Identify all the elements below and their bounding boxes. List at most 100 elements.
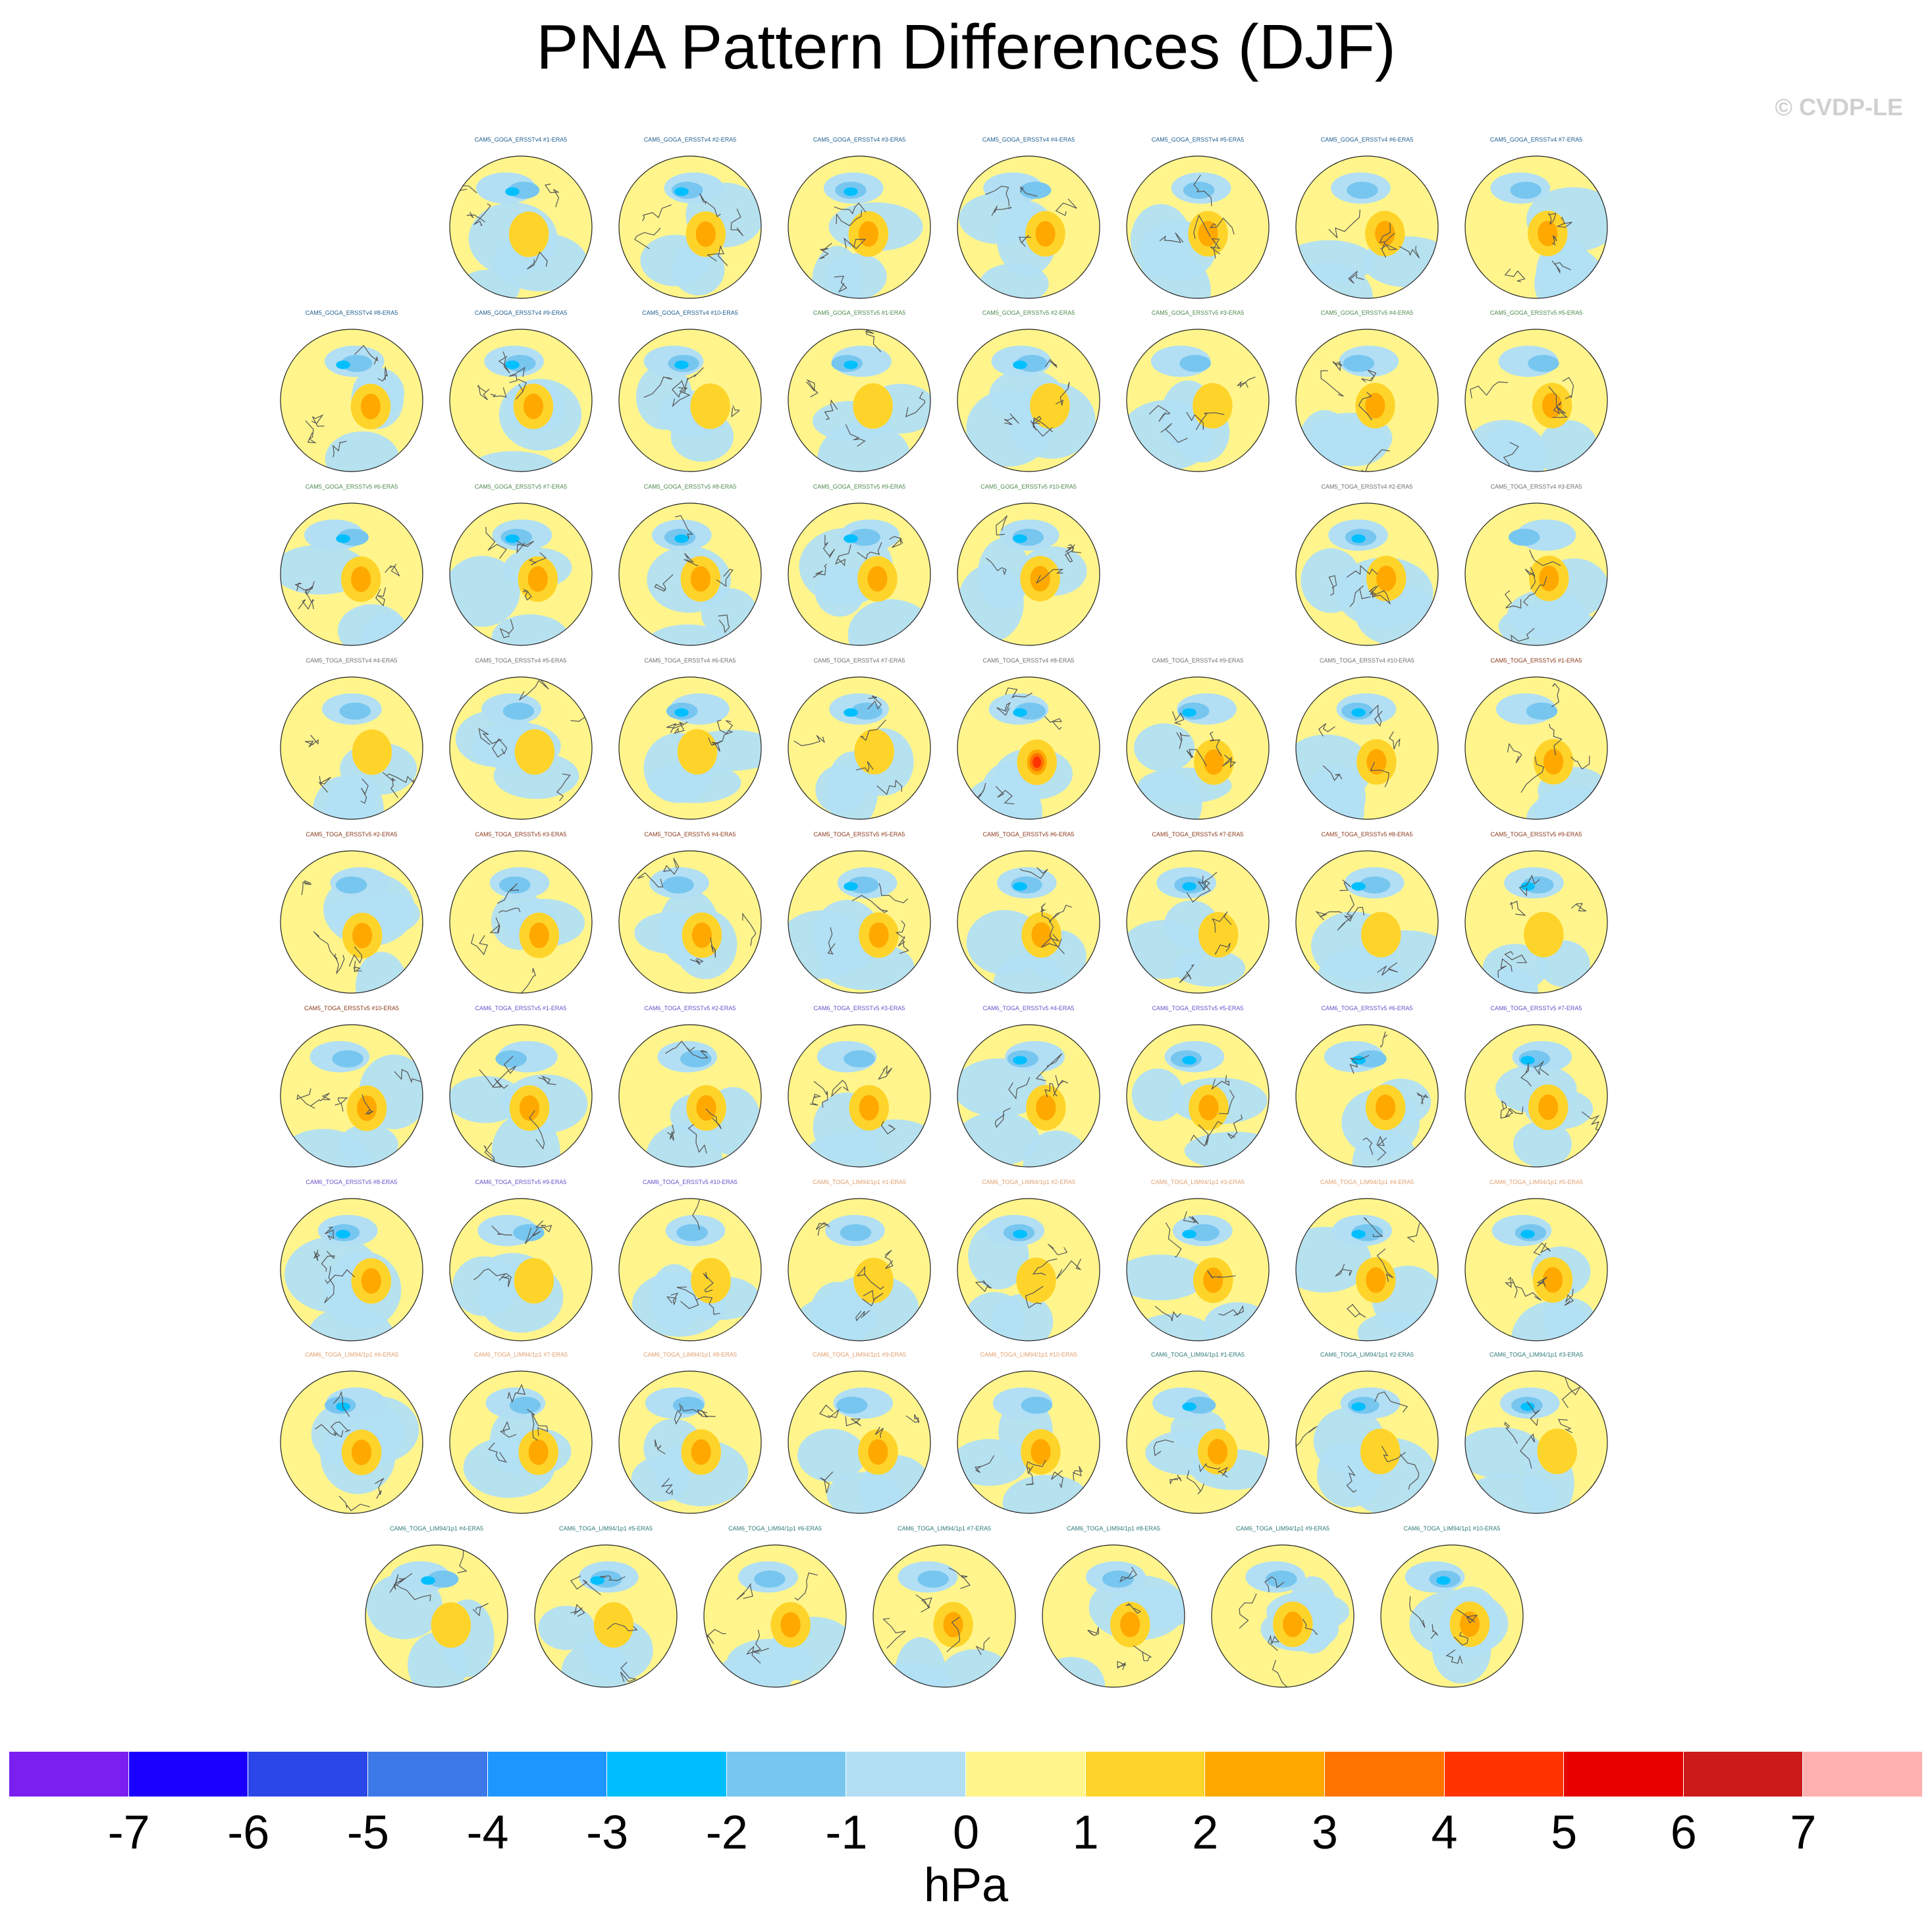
negative-anomaly-core bbox=[1013, 534, 1027, 543]
colorbar-swatch bbox=[1683, 1752, 1804, 1797]
negative-anomaly-core bbox=[336, 360, 350, 369]
panel-border bbox=[618, 1198, 762, 1341]
page-title: PNA Pattern Differences (DJF) bbox=[536, 12, 1396, 82]
negative-anomaly-core bbox=[1343, 354, 1375, 372]
panel-border bbox=[449, 329, 593, 472]
coastlines bbox=[986, 515, 1081, 584]
panel-border bbox=[618, 850, 762, 994]
panel-map bbox=[449, 676, 593, 820]
panel-border bbox=[788, 155, 931, 299]
negative-anomaly-region bbox=[817, 422, 911, 472]
positive-anomaly-core bbox=[528, 1439, 549, 1465]
negative-anomaly-core bbox=[1182, 1056, 1196, 1065]
panel-title: CAM6_TOGA_ERSSTv5 #7-ERA5 bbox=[1490, 1005, 1582, 1012]
panel-border bbox=[1380, 1544, 1524, 1688]
negative-anomaly-core bbox=[421, 1576, 435, 1585]
panel-map bbox=[280, 850, 423, 994]
coastlines bbox=[1328, 209, 1420, 284]
panel-title: CAM5_TOGA_ERSSTv5 #2-ERA5 bbox=[306, 831, 398, 838]
panel-border bbox=[280, 850, 423, 994]
panel-border bbox=[618, 502, 762, 646]
panel-title: CAM6_TOGA_LIM94/1p1 #5-ERA5 bbox=[559, 1525, 653, 1532]
positive-anomaly-core bbox=[943, 1611, 963, 1638]
colorbar-tick-label: 3 bbox=[1311, 1806, 1338, 1859]
panel-border bbox=[788, 329, 931, 472]
positive-anomaly-core bbox=[691, 922, 712, 948]
panel-border bbox=[1042, 1544, 1185, 1688]
colorbar bbox=[9, 1752, 1923, 1797]
panel-title: CAM5_GOGA_ERSSTv4 #9-ERA5 bbox=[474, 310, 568, 316]
negative-anomaly-core bbox=[844, 708, 858, 717]
panel-border bbox=[280, 1024, 423, 1168]
colorbar-tick-label: 4 bbox=[1431, 1806, 1458, 1859]
panel-map bbox=[1126, 329, 1270, 472]
negative-anomaly-core bbox=[674, 360, 689, 369]
panel-border bbox=[1295, 1370, 1439, 1514]
negative-anomaly-core bbox=[840, 1224, 872, 1241]
panel-border bbox=[1464, 155, 1608, 299]
positive-anomaly-region bbox=[431, 1602, 471, 1648]
coastlines bbox=[793, 695, 902, 796]
negative-anomaly-region bbox=[645, 1123, 722, 1167]
negative-anomaly-region bbox=[1296, 240, 1375, 284]
panel-border bbox=[449, 1024, 593, 1168]
negative-anomaly-region bbox=[1131, 1068, 1184, 1122]
coastlines bbox=[666, 719, 734, 752]
panel-border bbox=[1126, 676, 1270, 820]
coastlines bbox=[301, 880, 363, 974]
panel-border bbox=[280, 329, 423, 472]
negative-anomaly-core bbox=[1351, 1230, 1366, 1239]
colorbar-tick-label: 2 bbox=[1192, 1806, 1219, 1859]
negative-anomaly-core bbox=[1351, 1402, 1366, 1411]
coastlines bbox=[1409, 1596, 1478, 1664]
coastlines bbox=[294, 564, 400, 610]
coastlines bbox=[1087, 1567, 1152, 1670]
positive-anomaly-core bbox=[1538, 221, 1558, 246]
copyright-watermark: © CVDP-LE bbox=[1775, 94, 1903, 121]
panel-title: CAM5_GOGA_ERSSTv5 #7-ERA5 bbox=[474, 483, 568, 490]
coastlines bbox=[666, 1199, 720, 1315]
panel-map bbox=[618, 850, 762, 994]
negative-anomaly-core bbox=[1013, 1230, 1027, 1239]
negative-anomaly-core bbox=[1019, 181, 1052, 199]
panel-title: CAM5_TOGA_ERSSTv5 #4-ERA5 bbox=[644, 831, 736, 838]
panel-title: CAM6_TOGA_LIM94/1p1 #4-ERA5 bbox=[390, 1525, 483, 1532]
positive-anomaly-core bbox=[1030, 566, 1050, 592]
panel-title: CAM6_TOGA_LIM94/1p1 #1-ERA5 bbox=[813, 1179, 906, 1185]
panel-title: CAM5_TOGA_ERSSTv4 #3-ERA5 bbox=[1490, 483, 1582, 490]
positive-anomaly-core bbox=[527, 566, 548, 592]
panel-map bbox=[1295, 676, 1439, 820]
panel-map bbox=[1295, 850, 1439, 994]
panel-map bbox=[449, 1370, 593, 1514]
colorbar-swatch bbox=[607, 1752, 727, 1797]
negative-anomaly-core bbox=[674, 187, 689, 196]
negative-anomaly-region bbox=[992, 953, 1067, 993]
panel-title: CAM6_TOGA_ERSSTv5 #6-ERA5 bbox=[1321, 1005, 1413, 1012]
coastlines bbox=[882, 1567, 990, 1655]
panel-border bbox=[1295, 155, 1439, 299]
negative-anomaly-region bbox=[992, 1294, 1054, 1341]
panel-title: CAM6_TOGA_LIM94/1p1 #7-ERA5 bbox=[898, 1525, 991, 1532]
panel-map bbox=[1464, 1370, 1608, 1514]
coastlines bbox=[975, 1243, 1082, 1309]
coastlines bbox=[1328, 564, 1391, 607]
negative-anomaly-region bbox=[957, 1058, 1047, 1118]
panel-title: CAM6_TOGA_ERSSTv5 #5-ERA5 bbox=[1152, 1005, 1244, 1012]
panel-border bbox=[1126, 1024, 1270, 1168]
colorbar-swatch bbox=[487, 1752, 608, 1797]
positive-anomaly-core bbox=[1035, 221, 1056, 247]
negative-anomaly-region bbox=[826, 1472, 901, 1513]
positive-anomaly-core bbox=[858, 221, 878, 247]
negative-anomaly-core bbox=[844, 1050, 875, 1068]
panel-map bbox=[788, 329, 931, 472]
negative-anomaly-core bbox=[513, 1224, 545, 1241]
negative-anomaly-core bbox=[1520, 882, 1535, 891]
positive-anomaly-core bbox=[1543, 749, 1564, 775]
positive-anomaly-core bbox=[1283, 1611, 1303, 1638]
panel-map bbox=[280, 676, 423, 820]
negative-anomaly-core bbox=[1182, 1230, 1196, 1239]
coastlines bbox=[1154, 1211, 1244, 1322]
panel-border bbox=[1464, 1370, 1608, 1514]
panel-border bbox=[1295, 676, 1439, 820]
panel-border bbox=[788, 502, 931, 646]
